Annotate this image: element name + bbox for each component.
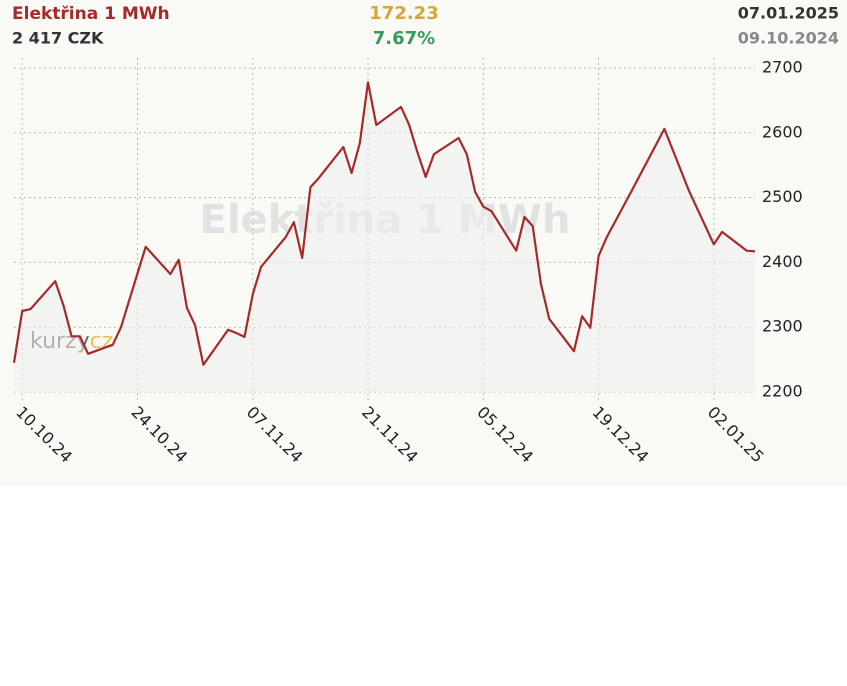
line (12, 81, 756, 366)
change-pct: 7.67% (373, 28, 435, 49)
chart-title: Elektřina 1 MWh (12, 4, 170, 24)
date-start: 09.10.2024 (738, 29, 839, 48)
y-tick-label: 2400 (762, 252, 803, 271)
y-tick-label: 2300 (762, 317, 803, 336)
y-tick-label: 2200 (762, 382, 803, 401)
y-tick-label: 2600 (762, 122, 803, 141)
date-end: 07.01.2025 (738, 4, 839, 23)
last-price: 2 417 CZK (12, 29, 104, 48)
y-tick-label: 2500 (762, 187, 803, 206)
y-tick-label: 2700 (762, 58, 803, 77)
change: 172.23 (369, 3, 438, 24)
area (14, 82, 755, 393)
